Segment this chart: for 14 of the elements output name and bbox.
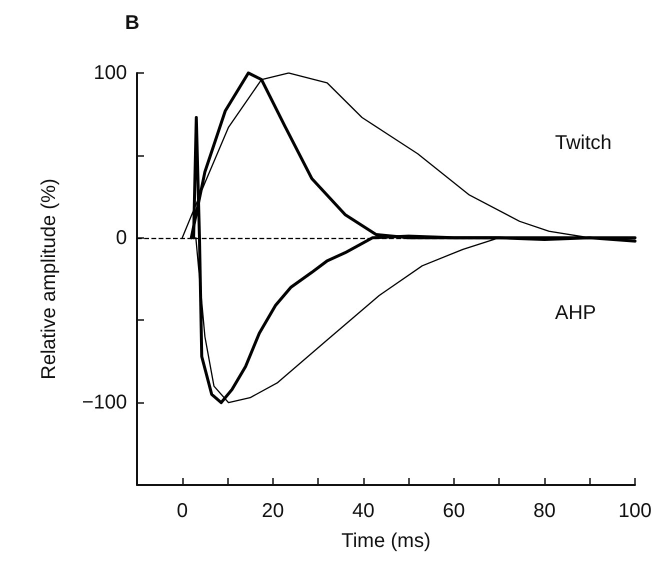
x-tick-label: 100 <box>618 500 652 522</box>
x-tick-label: 60 <box>442 500 466 522</box>
x-axis-title: Time (ms) <box>341 530 431 552</box>
x-tick-label: 80 <box>533 500 556 522</box>
x-tick-label: 20 <box>262 500 284 522</box>
y-tick-label: 0 <box>116 226 127 249</box>
y-tick-label: 100 <box>94 62 127 84</box>
annotation: Twitch <box>555 132 612 154</box>
chart-title: B <box>125 12 140 34</box>
x-tick-label: 40 <box>352 500 374 522</box>
y-tick-label: −100 <box>82 392 127 414</box>
annotation: AHP <box>555 302 596 324</box>
y-axis-title: Relative amplitude (%) <box>38 178 60 380</box>
x-tick-label: 0 <box>176 500 188 522</box>
